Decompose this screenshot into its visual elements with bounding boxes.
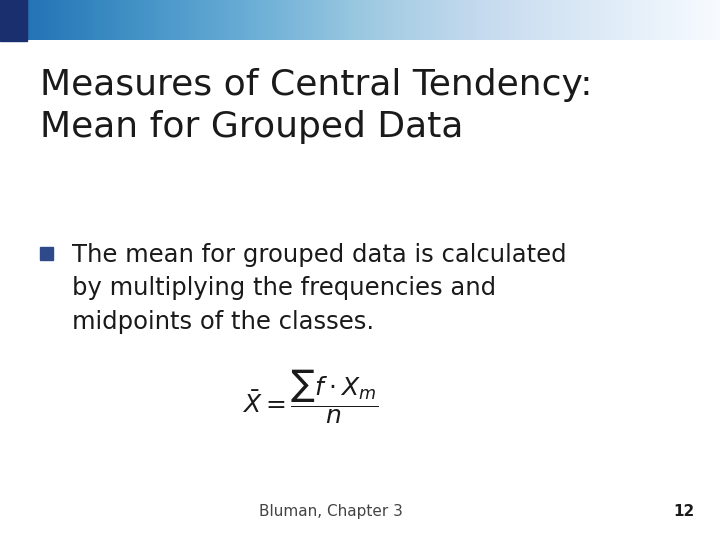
Text: Measures of Central Tendency:
Mean for Grouped Data: Measures of Central Tendency: Mean for G… [40,68,592,144]
Text: Bluman, Chapter 3: Bluman, Chapter 3 [259,504,403,519]
Bar [40,247,53,260]
Text: The mean for grouped data is calculated
by multiplying the frequencies and
midpo: The mean for grouped data is calculated … [72,243,567,334]
Text: $\bar{X} = \dfrac{\sum f \cdot X_m}{n}$: $\bar{X} = \dfrac{\sum f \cdot X_m}{n}$ [242,368,377,426]
Bar [0,0,27,40]
Text: 12: 12 [673,504,695,519]
